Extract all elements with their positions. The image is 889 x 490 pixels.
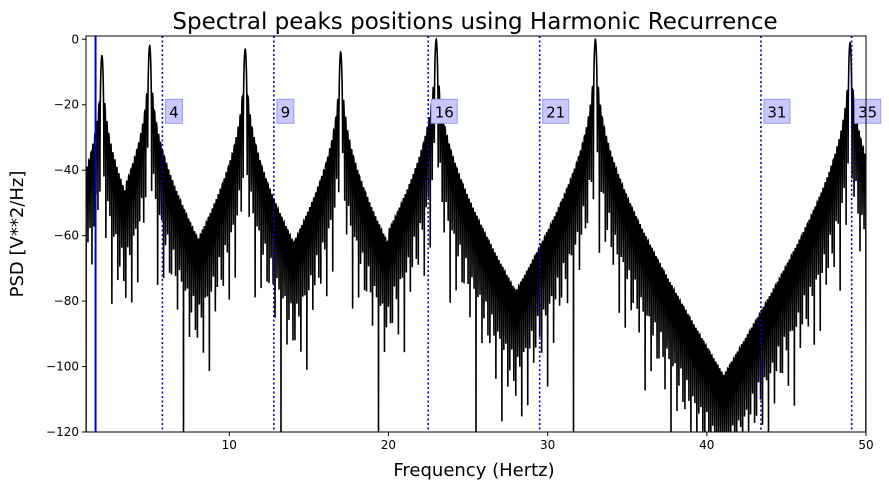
y-tick-label: −60 [54,229,79,243]
marker-label-box [763,98,791,124]
marker-label-box [542,98,570,124]
x-axis-label: Frequency (Hertz) [393,460,554,481]
marker-label: 31 [767,103,786,121]
y-tick-label: −20 [54,98,79,112]
plot-frame [85,35,867,433]
x-tick-label: 30 [540,438,555,452]
x-tick-label: 50 [858,438,873,452]
plot-area: 4 9 16 21 31 35 [85,35,882,433]
spectrum-line [86,37,866,432]
chart-title: Spectral peaks positions using Harmonic … [172,9,777,35]
marker-label: 21 [546,103,565,121]
marker-label-box [164,98,183,124]
marker-label-box [854,98,882,124]
clipped-marks [86,36,866,432]
marker-label: 35 [858,103,877,121]
y-axis-label: PSD [V**2/Hz] [7,171,28,298]
marker-label-box [430,98,458,124]
y-tick-label: −80 [54,294,79,308]
x-tick-label: 40 [699,438,714,452]
y-axis: −120 −100 −80 −60 −40 −20 0 [46,32,86,439]
marker-label-box [276,98,295,124]
marker-label: 9 [281,103,291,121]
marker-label: 4 [169,103,179,121]
x-tick-label: 20 [381,438,396,452]
chart-marks: 4 9 16 21 31 35 [86,36,882,432]
y-tick-label: −40 [54,163,79,177]
x-axis: 10 20 30 40 50 [222,432,874,452]
y-tick-label: 0 [71,32,79,46]
y-tick-label: −120 [46,425,79,439]
y-tick-label: −100 [46,360,79,374]
x-tick-label: 10 [222,438,237,452]
marker-label: 16 [435,103,454,121]
